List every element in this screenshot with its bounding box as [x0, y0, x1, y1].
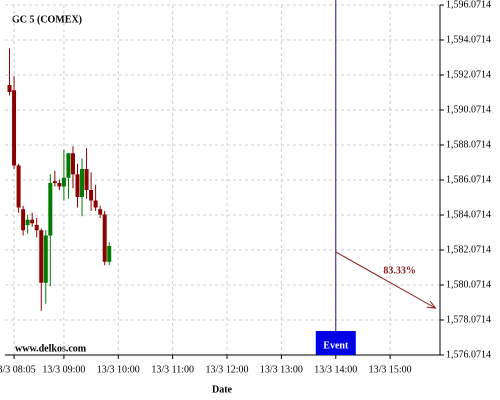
x-axis-label: Date	[212, 384, 233, 395]
y-tick-label: 1,580.0714	[446, 279, 491, 290]
event-box	[315, 331, 356, 355]
candle-body	[61, 177, 66, 187]
candle-body	[57, 182, 62, 187]
candle-body	[30, 219, 35, 224]
y-tick-label: 1,588.0714	[446, 139, 491, 150]
y-tick-label: 1,578.0714	[446, 314, 491, 325]
x-tick-label: 13/3 12:00	[206, 364, 249, 375]
candle-body	[75, 174, 80, 197]
x-tick-label: 13/3 09:00	[42, 364, 85, 375]
y-tick-label: 1,590.0714	[446, 104, 491, 115]
candle-body	[89, 189, 94, 201]
candle-body	[12, 90, 17, 166]
candle-body	[93, 200, 98, 208]
x-tick-label: 13/3 13:00	[260, 364, 303, 375]
chart-title: GC 5 (COMEX)	[12, 14, 82, 25]
candle-body	[7, 84, 12, 92]
candle-body	[34, 224, 39, 231]
grid	[5, 4, 440, 356]
x-tick-label: 13/3 15:00	[369, 364, 412, 375]
candle-body	[107, 245, 112, 262]
candle-body	[84, 168, 89, 190]
candle-body	[66, 153, 71, 178]
candle-body	[25, 219, 30, 225]
y-tick-label: 1,576.0714	[446, 349, 491, 360]
event-label: Event	[323, 340, 349, 351]
candle-body	[98, 209, 103, 215]
candle-body	[16, 165, 21, 208]
x-tick-label: 13/3 08:05	[0, 364, 36, 375]
candle-body	[52, 181, 57, 183]
candle-body	[80, 168, 85, 197]
y-tick-label: 1,592.0714	[446, 69, 491, 80]
candle-body	[43, 235, 48, 283]
y-tick-label: 1,586.0714	[446, 174, 491, 185]
candle-body	[39, 230, 44, 283]
arrow-head	[426, 300, 437, 309]
forecast-label: 83.33%	[383, 265, 416, 276]
forecast-arrow	[335, 251, 436, 309]
y-tick-label: 1,584.0714	[446, 209, 491, 220]
watermark: www.delkos.com	[15, 343, 87, 354]
candle-body	[70, 153, 75, 175]
candle-body	[102, 214, 107, 262]
y-tick-label: 1,582.0714	[446, 244, 491, 255]
y-tick-label: 1,594.0714	[446, 34, 491, 45]
x-tick-label: 13/3 10:00	[97, 364, 140, 375]
x-tick-label: 13/3 11:00	[151, 364, 194, 375]
candle-body	[21, 209, 26, 231]
y-tick-label: 1,596.0714	[446, 0, 491, 10]
candle-body	[48, 182, 53, 236]
x-tick-label: 13/3 14:00	[314, 364, 357, 375]
